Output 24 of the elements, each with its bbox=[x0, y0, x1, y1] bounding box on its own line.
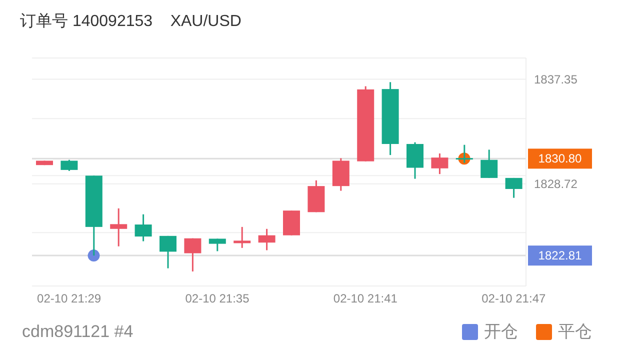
candlestick bbox=[406, 142, 424, 180]
candlestick bbox=[234, 226, 251, 249]
candlestick bbox=[134, 214, 152, 242]
x-tick-label: 02-10 21:41 bbox=[333, 292, 398, 306]
legend-label: 开仓 bbox=[484, 321, 518, 343]
candlestick bbox=[480, 148, 498, 179]
y-tick-label: 1837.35 bbox=[534, 72, 578, 86]
legend-label: 平仓 bbox=[558, 321, 592, 343]
ref-line-label: 1822.81 bbox=[538, 248, 582, 263]
ref-line-label: 1830.80 bbox=[538, 152, 582, 166]
candlestick bbox=[505, 177, 522, 199]
candlestick bbox=[60, 159, 78, 172]
candlestick bbox=[208, 238, 226, 252]
x-tick-label: 02-10 21:47 bbox=[482, 292, 546, 306]
y-tick-label: 1828.72 bbox=[534, 177, 578, 192]
candlestick bbox=[110, 208, 128, 248]
text: cdm891121 #4 bbox=[22, 322, 134, 340]
x-tick-label: 02-10 21:29 bbox=[37, 292, 102, 306]
candlestick bbox=[160, 235, 176, 270]
candlestick bbox=[258, 228, 276, 251]
chart-title: 订单号 140092153 XAU/USD bbox=[19, 12, 242, 32]
candlestick bbox=[431, 152, 448, 175]
candlestick bbox=[184, 238, 202, 272]
x-tick-label: 02-10 21:35 bbox=[185, 292, 250, 306]
